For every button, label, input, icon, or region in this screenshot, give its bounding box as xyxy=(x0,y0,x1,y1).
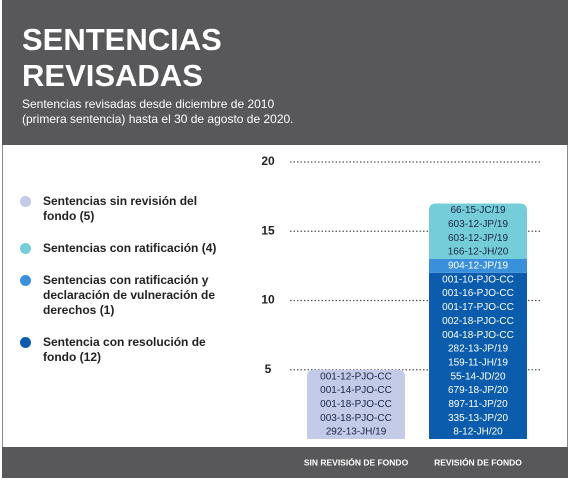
header xyxy=(2,0,568,145)
case-label: 004-18-PJO-CC xyxy=(442,330,514,341)
legend-marker xyxy=(20,243,31,254)
case-label: 159-11-JH/19 xyxy=(448,357,508,368)
case-label: 603-12-JP/19 xyxy=(448,219,508,230)
legend-marker xyxy=(20,196,31,207)
case-label: 897-11-JP/20 xyxy=(448,399,508,410)
legend-entry: Sentencias con ratificación y declaració… xyxy=(20,273,230,318)
y-tick-label: 15 xyxy=(261,223,275,237)
case-label: 001-10-PJO-CC xyxy=(442,274,514,285)
y-tick-label: 20 xyxy=(261,154,275,168)
y-tick-label: 5 xyxy=(265,362,272,376)
case-label: 292-13-JH/19 xyxy=(326,427,387,438)
case-label: 001-18-PJO-CC xyxy=(320,399,392,410)
legend-entry: Sentencias con ratificación (4) xyxy=(20,241,230,256)
bar-segment xyxy=(307,369,405,439)
legend-label: Sentencias con ratificación (4) xyxy=(43,241,217,255)
case-label: 003-18-PJO-CC xyxy=(320,413,392,424)
case-label: 001-14-PJO-CC xyxy=(320,385,392,396)
legend-label: Sentencia con resolución de fondo (12) xyxy=(43,335,206,364)
bar-segment xyxy=(429,272,527,439)
bar-segment xyxy=(429,203,527,259)
case-label: 335-13-JP/20 xyxy=(448,413,508,424)
y-tick-label: 10 xyxy=(261,293,275,307)
case-label: 904-12-JP/19 xyxy=(448,261,508,272)
x-tick-label: SIN REVISIÓN DE FONDO xyxy=(304,456,409,467)
legend-entry: Sentencias sin revisión del fondo (5) xyxy=(20,194,230,224)
chart-subtitle: Sentencias revisadas desde diciembre de … xyxy=(22,97,294,126)
case-label: 001-17-PJO-CC xyxy=(442,302,514,313)
legend: Sentencias sin revisión del fondo (5) Sen… xyxy=(20,194,230,382)
case-label: 8-12-JH/20 xyxy=(453,427,503,438)
legend-marker xyxy=(20,337,31,348)
x-tick-label: REVISIÓN DE FONDO xyxy=(434,456,522,467)
case-label: 603-12-JP/19 xyxy=(448,233,508,244)
case-label: 001-12-PJO-CC xyxy=(320,371,392,382)
case-label: 66-15-JC/19 xyxy=(450,205,505,216)
case-label: 679-18-JP/20 xyxy=(448,385,508,396)
legend-entry: Sentencia con resolución de fondo (12) xyxy=(20,335,230,365)
footer-band xyxy=(2,447,568,478)
legend-label: Sentencias sin revisión del fondo (5) xyxy=(43,194,198,223)
case-label: 282-13-JP/19 xyxy=(448,344,508,355)
case-label: 55-14-JD/20 xyxy=(450,371,505,382)
bar-segment xyxy=(429,258,527,273)
case-label: 166-12-JH/20 xyxy=(448,247,509,258)
legend-label: Sentencias con ratificación y declaració… xyxy=(43,273,216,317)
legend-marker xyxy=(20,275,31,286)
case-label: 002-18-PJO-CC xyxy=(442,316,514,327)
chart-title: SENTENCIAS REVISADAS xyxy=(22,22,222,93)
case-label: 001-16-PJO-CC xyxy=(442,288,514,299)
